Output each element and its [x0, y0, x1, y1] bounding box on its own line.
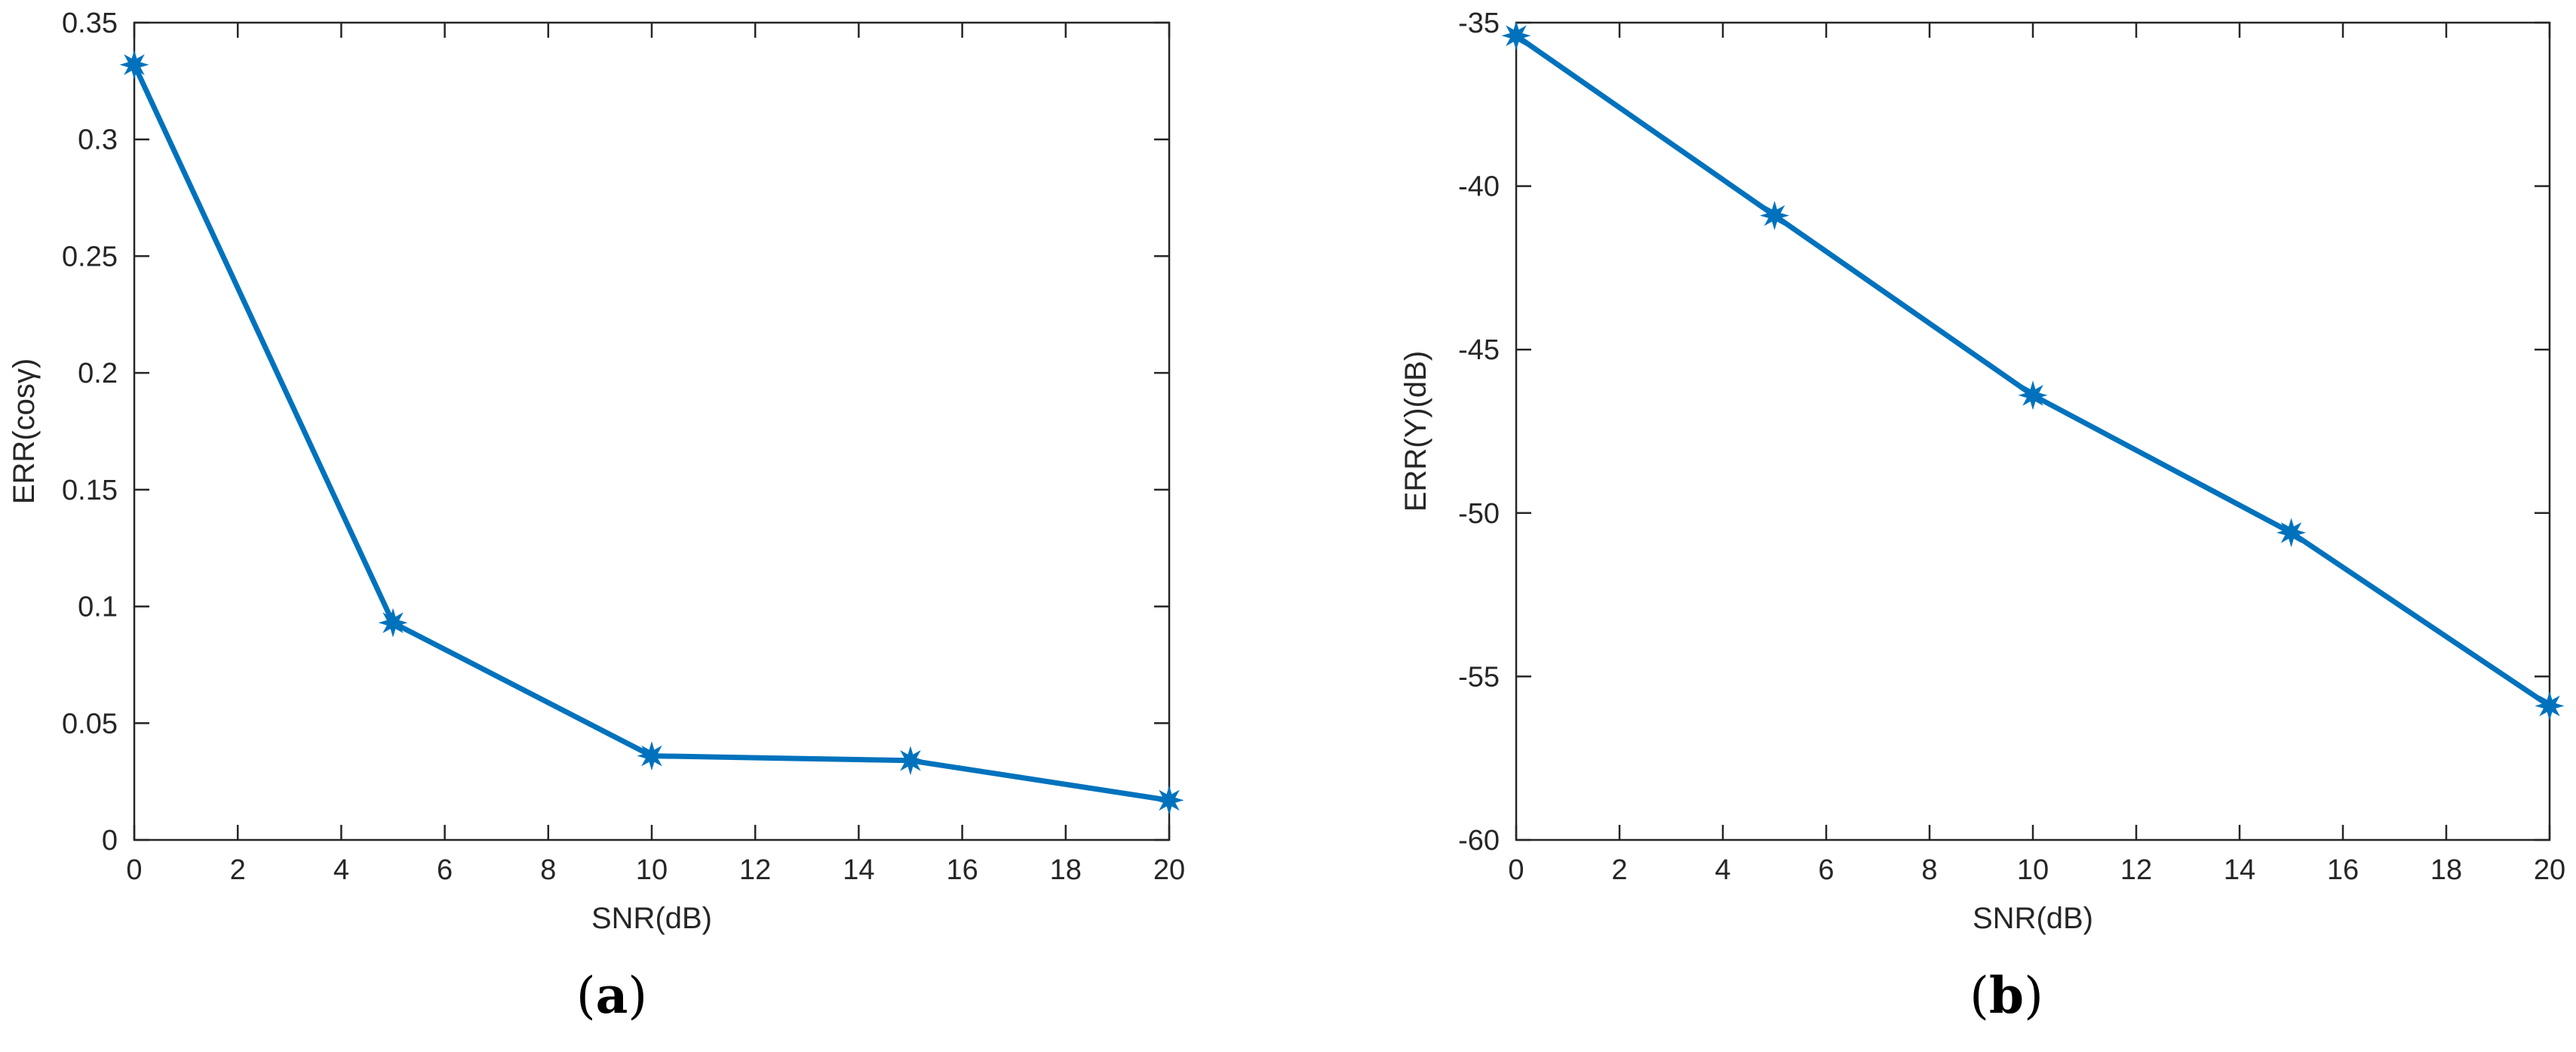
- data-point-marker: [895, 746, 926, 776]
- x-tick-label: 18: [1050, 854, 1082, 886]
- y-tick-label: 0.25: [62, 241, 118, 272]
- caption-a-letter: a: [595, 966, 628, 1025]
- series-line: [131, 63, 1170, 803]
- plot-frame: [133, 21, 1171, 841]
- x-tick-label: 2: [230, 854, 246, 886]
- y-tick-label: 0.15: [62, 475, 118, 506]
- y-tick-label: 0: [102, 825, 118, 857]
- caption-a: (a): [576, 966, 648, 1025]
- x-tick-label: 20: [1153, 854, 1185, 886]
- y-tick-label: -60: [1458, 825, 1500, 857]
- y-tick-label: -40: [1458, 171, 1500, 203]
- data-point-marker: [378, 608, 408, 638]
- x-tick-label: 6: [437, 854, 453, 886]
- x-tick-label: 18: [2430, 854, 2462, 886]
- data-point-marker: [1759, 201, 1790, 231]
- data-point-marker: [2276, 518, 2307, 548]
- y-axis-label: ERR(cosγ): [8, 358, 41, 504]
- data-point-marker: [637, 741, 667, 771]
- x-tick-label: 14: [843, 854, 874, 886]
- x-tick-label: 6: [1818, 854, 1834, 886]
- data-point-marker: [119, 50, 149, 80]
- y-tick-label: 0.2: [78, 358, 118, 389]
- data-point-marker: [2018, 380, 2048, 411]
- x-tick-label: 16: [946, 854, 978, 886]
- y-tick-label: -50: [1458, 498, 1500, 530]
- series-line: [1515, 33, 2551, 709]
- chart-panel-a: 0 2 4 6 8 10 12 14 16 18 20 0 0.05 0.1 0.15 0.2 0.25 0.3 0…: [8, 8, 1185, 935]
- y-tick-label: 0.35: [62, 8, 118, 39]
- x-tick-label: 10: [636, 854, 668, 886]
- x-tick-label: 8: [1921, 854, 1937, 886]
- y-axis-label: ERR(Y)(dB): [1399, 351, 1432, 512]
- x-tick-label: 8: [540, 854, 556, 886]
- y-tick-label: 0.1: [78, 592, 118, 623]
- x-tick-label: 16: [2327, 854, 2359, 886]
- x-axis-label: SNR(dB): [1973, 902, 2093, 935]
- x-tick-label: 0: [1508, 854, 1524, 886]
- y-tick-label: 0.05: [62, 708, 118, 740]
- y-tick-label: -45: [1458, 334, 1500, 366]
- y-tick-label: 0.3: [78, 125, 118, 156]
- x-axis-label: SNR(dB): [591, 902, 712, 935]
- data-point-marker: [1154, 785, 1184, 815]
- x-tick-label: 0: [126, 854, 142, 886]
- data-point-marker: [2535, 691, 2565, 721]
- x-tick-label: 12: [2120, 854, 2152, 886]
- caption-b: (b): [1970, 966, 2043, 1025]
- y-tick-label: -55: [1458, 661, 1500, 693]
- data-point-marker: [1501, 20, 1531, 51]
- x-tick-label: 4: [333, 854, 349, 886]
- y-tick-label: -35: [1458, 8, 1500, 39]
- x-tick-label: 14: [2224, 854, 2255, 886]
- caption-b-letter: b: [1988, 966, 2025, 1025]
- x-tick-label: 4: [1715, 854, 1730, 886]
- x-tick-label: 2: [1611, 854, 1627, 886]
- x-tick-label: 12: [739, 854, 771, 886]
- chart-panel-b: 0 2 4 6 8 10 12 14 16 18 20 -60 -55 -50 -45 -40 -35 SNR(d…: [1399, 8, 2565, 935]
- x-tick-label: 20: [2534, 854, 2565, 886]
- x-tick-label: 10: [2017, 854, 2049, 886]
